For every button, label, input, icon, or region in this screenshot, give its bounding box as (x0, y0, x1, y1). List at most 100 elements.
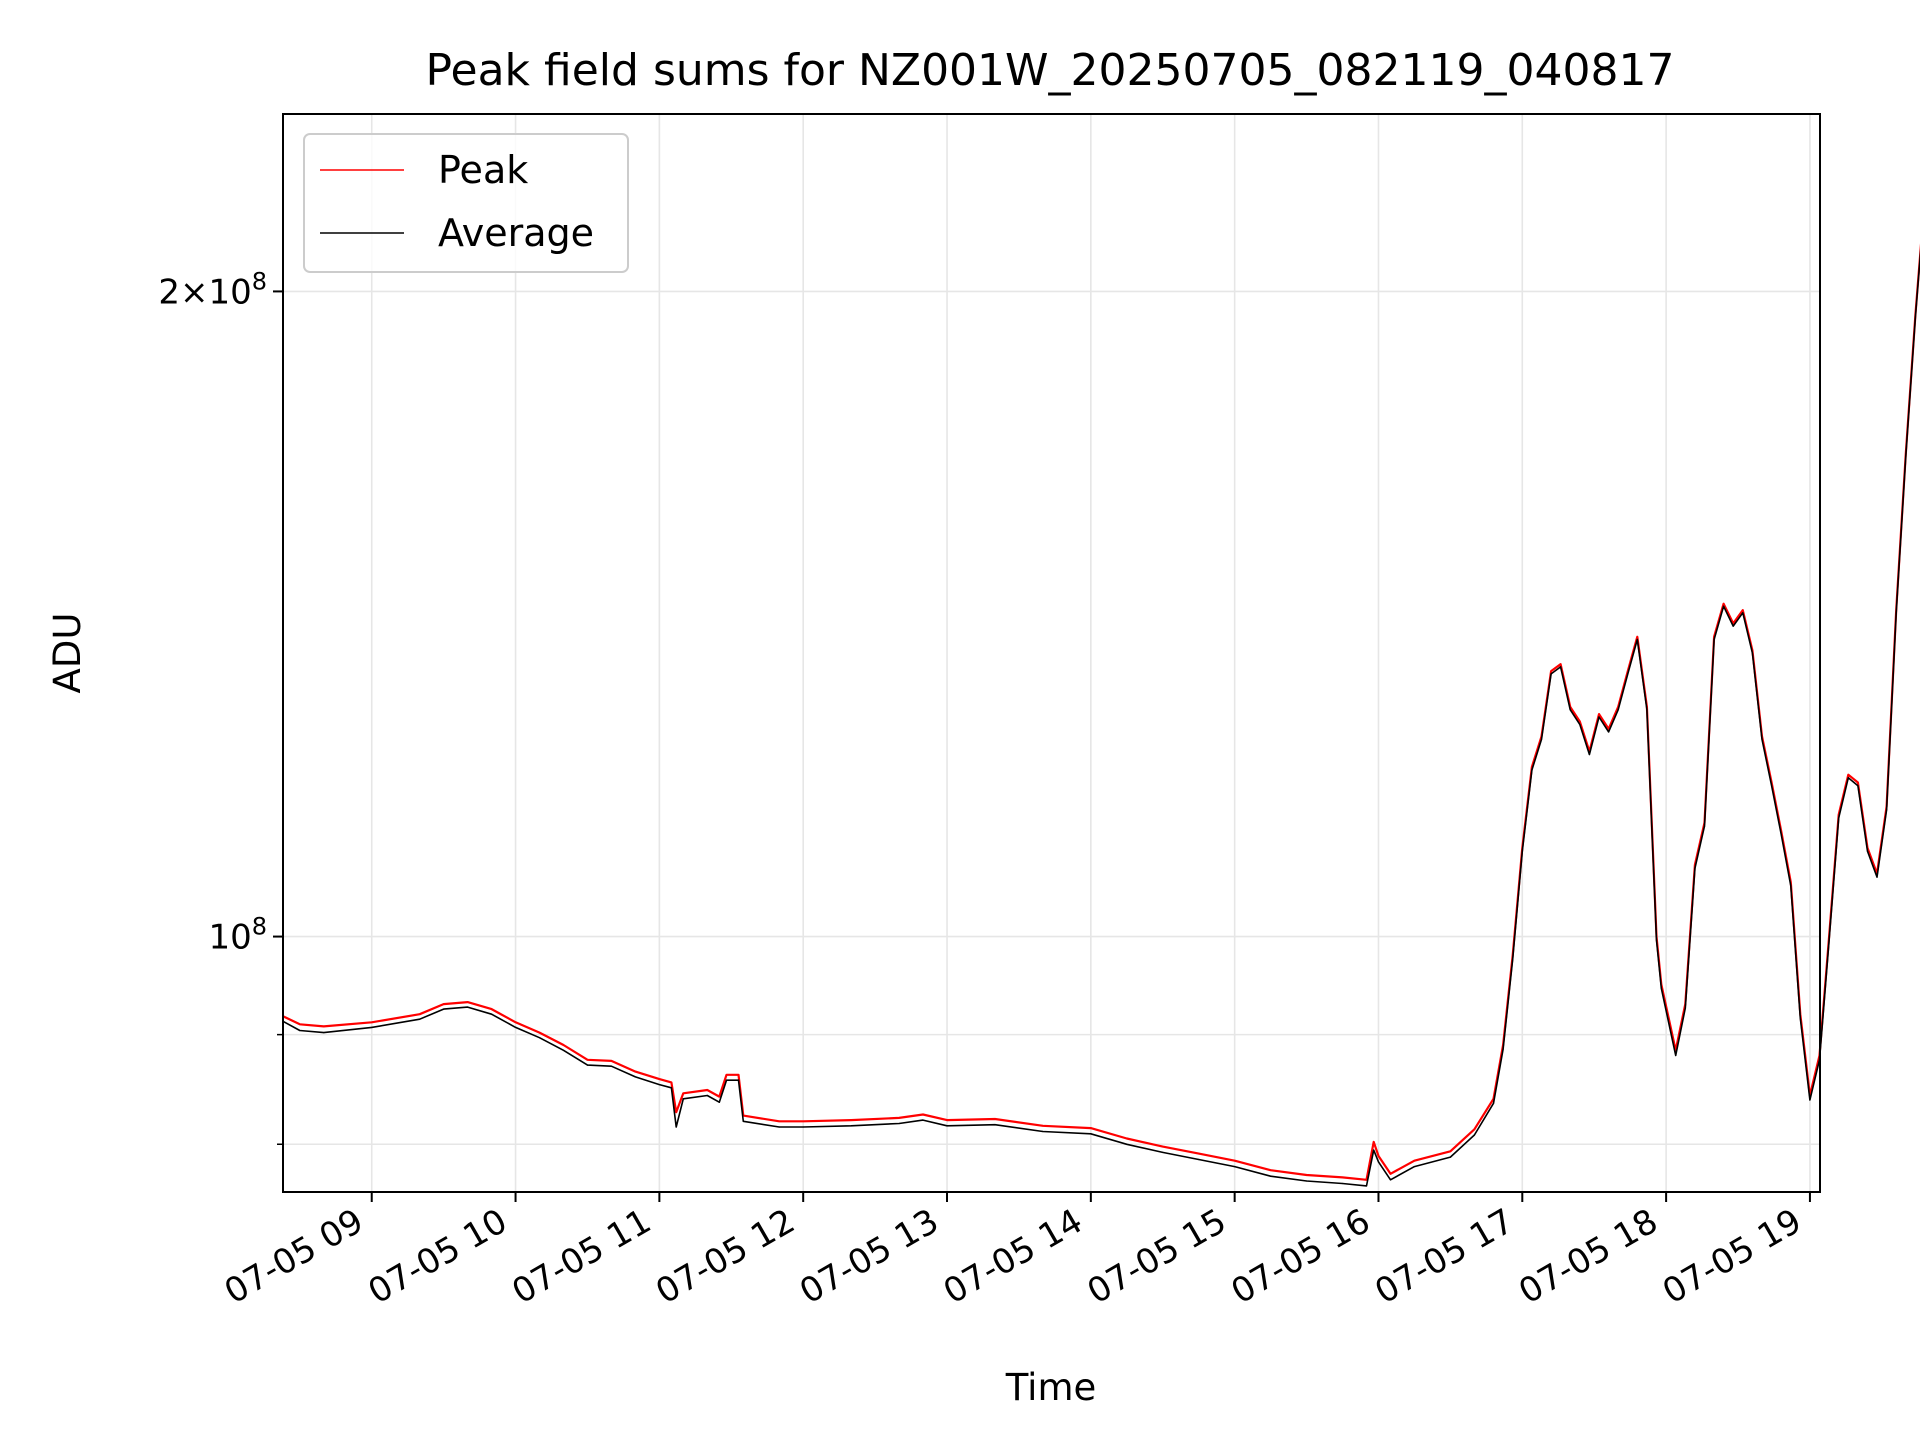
plot-frame (282, 113, 1821, 1193)
data-point-average (586, 1064, 589, 1066)
data-point-peak (1857, 781, 1859, 784)
legend-box (303, 133, 629, 273)
data-point-average (1234, 1166, 1236, 1168)
data-point-peak (737, 1074, 740, 1076)
data-point-peak (802, 1120, 804, 1122)
data-point-peak (1449, 1150, 1451, 1152)
data-point-average (898, 1122, 900, 1125)
data-point-average (658, 1084, 661, 1086)
data-point-peak (850, 1119, 852, 1121)
data-point-peak (491, 1008, 493, 1010)
data-point-average (634, 1076, 637, 1078)
data-point-average (1713, 638, 1715, 641)
data-point-average (538, 1037, 541, 1039)
data-point-average (1126, 1143, 1128, 1145)
data-point-average (1540, 738, 1543, 741)
y-axis-label: ADU (46, 613, 89, 694)
legend: Peak Average (303, 133, 629, 273)
data-point-average (1608, 731, 1610, 733)
data-point-peak (1377, 1155, 1380, 1157)
data-point-average (922, 1119, 924, 1121)
data-point-peak (1341, 1176, 1344, 1178)
data-point-peak (1598, 713, 1600, 715)
data-point-average (1627, 673, 1629, 675)
data-point-average (1751, 652, 1753, 654)
data-point-peak (1090, 1127, 1092, 1129)
data-point-average (1838, 817, 1840, 819)
data-point-average (1761, 738, 1763, 741)
data-point-average (515, 1026, 517, 1028)
data-point-peak (443, 1003, 445, 1005)
data-point-peak (467, 1001, 469, 1003)
data-point-peak (1198, 1153, 1200, 1155)
data-point-peak (634, 1071, 637, 1073)
data-point-average (1723, 605, 1725, 607)
data-point-peak (898, 1117, 900, 1119)
data-point-average (467, 1006, 469, 1008)
series-line-average (282, 248, 1920, 1187)
data-point-average (1449, 1156, 1451, 1158)
data-point-average (1090, 1133, 1092, 1135)
data-point-average (1306, 1180, 1308, 1182)
data-point-average (1270, 1175, 1272, 1177)
legend-label-peak: Peak (438, 148, 528, 192)
data-point-peak (1306, 1174, 1308, 1176)
data-point-average (1198, 1158, 1200, 1161)
data-point-peak (586, 1059, 589, 1061)
data-point-peak (1365, 1179, 1368, 1181)
data-point-average (1373, 1149, 1375, 1151)
y-tick-label: 2×108 (158, 267, 267, 312)
data-point-peak (670, 1081, 673, 1083)
data-point-average (1588, 753, 1590, 756)
data-point-average (994, 1124, 996, 1126)
data-point-average (1531, 769, 1533, 771)
data-point-average (1413, 1166, 1415, 1168)
data-point-average (1502, 1048, 1504, 1050)
data-point-average (491, 1013, 493, 1015)
data-point-average (1550, 673, 1552, 675)
data-point-peak (1742, 609, 1744, 611)
data-point-average (778, 1126, 780, 1128)
data-point-peak (725, 1074, 728, 1076)
data-point-peak (1723, 603, 1725, 605)
data-point-average (1876, 876, 1878, 878)
plot-area (282, 243, 1920, 1187)
data-point-average (1732, 625, 1734, 627)
data-point-peak (299, 1023, 301, 1025)
data-point-peak (371, 1021, 373, 1023)
data-point-average (1512, 958, 1514, 960)
data-point-average (718, 1101, 720, 1103)
data-point-average (1857, 785, 1859, 787)
data-point-average (1655, 939, 1658, 941)
data-point-peak (1234, 1160, 1236, 1162)
data-point-average (1560, 666, 1562, 668)
data-point-average (1799, 1017, 1801, 1019)
data-point-average (1341, 1182, 1344, 1185)
y-axis: 108 2×108 (158, 267, 283, 1146)
data-point-average (1579, 723, 1581, 726)
data-point-average (1703, 825, 1706, 827)
data-point-peak (1126, 1137, 1128, 1140)
data-point-average (1389, 1179, 1392, 1181)
data-point-average (1914, 316, 1916, 318)
data-point-average (1809, 1099, 1811, 1101)
data-point-average (742, 1120, 744, 1122)
data-point-average (299, 1029, 301, 1032)
data-point-peak (922, 1113, 924, 1116)
data-point-average (1780, 833, 1782, 836)
data-point-peak (1270, 1169, 1272, 1171)
data-point-average (1905, 455, 1907, 457)
data-point-peak (1560, 663, 1562, 665)
data-point-average (725, 1079, 728, 1081)
data-point-average (675, 1126, 677, 1128)
data-point-average (1828, 939, 1830, 941)
data-point-peak (718, 1096, 720, 1098)
data-point-average (1646, 709, 1648, 711)
data-point-average (1377, 1161, 1380, 1163)
data-point-average (850, 1125, 852, 1127)
chart-title: Peak field sums for NZ001W_20250705_0821… (426, 45, 1675, 96)
data-point-average (1771, 785, 1773, 787)
data-point-peak (706, 1089, 708, 1091)
data-point-average (1521, 850, 1523, 852)
